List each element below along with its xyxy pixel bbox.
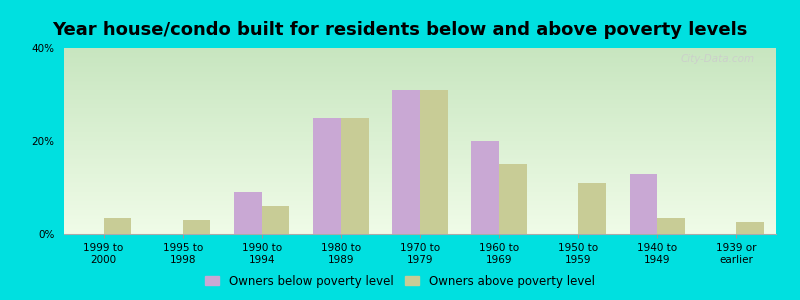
Bar [737, 222, 764, 234]
Bar [103, 218, 131, 234]
Legend: Owners below poverty level, Owners above poverty level: Owners below poverty level, Owners above… [202, 271, 598, 291]
Bar [262, 206, 290, 234]
Bar [341, 118, 369, 234]
Bar [314, 118, 341, 234]
Bar [392, 90, 420, 234]
Bar [234, 192, 262, 234]
Text: Year house/condo built for residents below and above poverty levels: Year house/condo built for residents bel… [52, 21, 748, 39]
Bar [630, 173, 658, 234]
Bar [499, 164, 526, 234]
Text: City-Data.com: City-Data.com [681, 54, 754, 64]
Bar [658, 218, 685, 234]
Bar [471, 141, 499, 234]
Bar [578, 183, 606, 234]
Bar [420, 90, 448, 234]
Bar [182, 220, 210, 234]
